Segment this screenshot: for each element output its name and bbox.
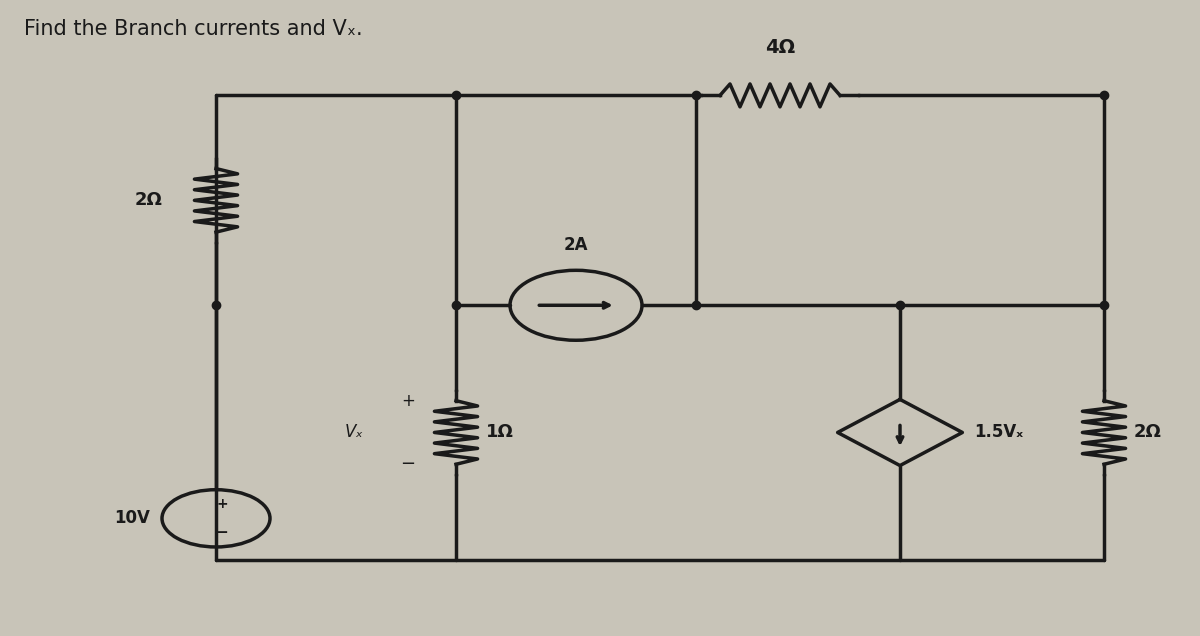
Text: 10V: 10V [114, 509, 150, 527]
Text: −: − [216, 525, 228, 540]
Text: 2Ω: 2Ω [1134, 424, 1162, 441]
Text: +: + [401, 392, 415, 410]
Text: 2A: 2A [564, 237, 588, 254]
Text: Vₓ: Vₓ [344, 424, 364, 441]
Text: Find the Branch currents and Vₓ.: Find the Branch currents and Vₓ. [24, 19, 362, 39]
Text: 1Ω: 1Ω [486, 424, 514, 441]
Text: +: + [216, 497, 228, 511]
Text: −: − [401, 455, 415, 473]
Text: 2Ω: 2Ω [134, 191, 162, 209]
Text: 1.5Vₓ: 1.5Vₓ [974, 424, 1024, 441]
Text: 4Ω: 4Ω [764, 38, 796, 57]
